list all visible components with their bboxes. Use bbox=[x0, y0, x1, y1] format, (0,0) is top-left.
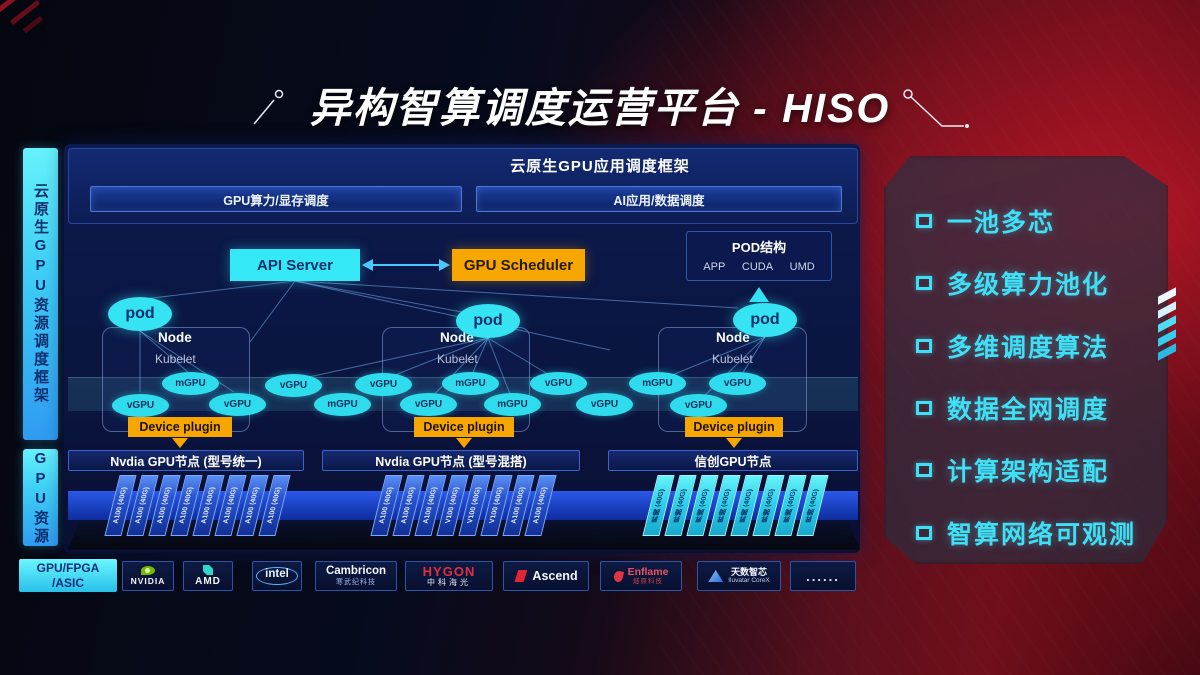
gpu-card-stack-mixed: A100 (40G) A100 (40G) A100 (40G) V100 (40G)… bbox=[370, 475, 557, 536]
vendor-intel: intel bbox=[252, 561, 302, 591]
gpu-node-header-xinchuang: 信创GPU节点 bbox=[608, 450, 858, 471]
vendor-hygon: HYGON 中科海光 bbox=[405, 561, 493, 591]
device-plugin-arrow-3 bbox=[726, 438, 742, 448]
square-bullet-icon bbox=[916, 526, 932, 540]
gpu-node-header-mixed: Nvdia GPU节点 (型号混搭) bbox=[322, 450, 580, 471]
pod-layer-umd: UMD bbox=[789, 261, 815, 273]
device-plugin-arrow-2 bbox=[456, 438, 472, 448]
gpu-slice-ellipse: mGPU bbox=[162, 372, 219, 395]
gpu-node-header-uniform: Nvdia GPU节点 (型号统一) bbox=[68, 450, 304, 471]
gpu-slice-ellipse: mGPU bbox=[484, 393, 541, 416]
pod-layer-cuda: CUDA bbox=[741, 261, 774, 273]
node-2-kubelet: Kubelet bbox=[437, 352, 478, 366]
vendor-iluvatar: 天数智芯 Iluvatar CoreX bbox=[697, 561, 781, 591]
enflame-logo bbox=[612, 569, 624, 583]
gpu-slice-ellipse: vGPU bbox=[530, 372, 587, 395]
rail-gpu-resources: GPU资源 bbox=[23, 449, 58, 546]
feature-label: 计算架构适配 bbox=[947, 458, 1110, 487]
feature-label: 多维调度算法 bbox=[947, 333, 1110, 362]
feature-item: 数据全网调度 bbox=[916, 377, 1168, 439]
feature-label: 多级算力池化 bbox=[947, 271, 1110, 300]
pod-structure-title: POD结构 bbox=[731, 240, 787, 255]
gpu-slice-ellipse: mGPU bbox=[629, 372, 686, 395]
gpu-slice-ellipse: vGPU bbox=[709, 372, 766, 395]
amd-logo bbox=[203, 565, 213, 575]
page-title: 异构智算调度运营平台 - HISO bbox=[309, 85, 891, 131]
vendor-ascend: Ascend bbox=[503, 561, 589, 591]
node-1-kubelet: Kubelet bbox=[155, 352, 196, 366]
gpu-compute-memory-scheduling-bar: GPU算力/显存调度 bbox=[90, 186, 462, 212]
feature-panel: 一池多芯 多级算力池化 多维调度算法 数据全网调度 计算架构适配 bbox=[884, 156, 1168, 564]
device-plugin-2: Device plugin bbox=[414, 417, 514, 437]
title-right-circuit-decoration bbox=[903, 89, 969, 128]
gpu-slice-ellipse: mGPU bbox=[314, 393, 371, 416]
rail-top-label: 云原生GPU资源调度框架 bbox=[32, 183, 49, 405]
gpu-slice-ellipse: vGPU bbox=[112, 394, 169, 417]
corner-decoration bbox=[0, 0, 84, 42]
vendor-amd: AMD bbox=[183, 561, 233, 591]
feature-item: 一池多芯 bbox=[916, 190, 1168, 252]
gpu-scheduler-box: GPU Scheduler bbox=[452, 249, 585, 281]
intel-logo: intel bbox=[256, 567, 298, 585]
ascend-logo bbox=[514, 570, 528, 582]
feature-item: 计算架构适配 bbox=[916, 439, 1168, 501]
feature-label: 智算网络可观测 bbox=[947, 520, 1137, 549]
feature-item: 智算网络可观测 bbox=[916, 502, 1168, 564]
vendor-label-line1: GPU/FPGA bbox=[36, 561, 100, 576]
node-1-label: Node bbox=[158, 330, 192, 345]
hazard-stripes-decoration bbox=[1158, 287, 1176, 361]
feature-item: 多级算力池化 bbox=[916, 252, 1168, 314]
gpu-slice-ellipse: vGPU bbox=[265, 374, 322, 397]
gpu-slice-ellipse: vGPU bbox=[576, 393, 633, 416]
ai-app-data-scheduling-bar: AI应用/数据调度 bbox=[476, 186, 842, 212]
square-bullet-icon bbox=[916, 276, 932, 290]
rail-cloud-native-gpu-framework: 云原生GPU资源调度框架 bbox=[23, 148, 58, 440]
title-left-circuit-decoration bbox=[253, 89, 284, 125]
pod-ellipse-1: pod bbox=[108, 297, 172, 331]
gpu-slice-ellipse: vGPU bbox=[400, 393, 457, 416]
square-bullet-icon bbox=[916, 214, 932, 228]
vendor-nvidia: NVIDIA bbox=[122, 561, 174, 591]
feature-label: 一池多芯 bbox=[947, 209, 1056, 238]
framework-header: 云原生GPU应用调度框架 bbox=[510, 158, 690, 175]
pod-ellipse-2: pod bbox=[456, 304, 520, 338]
gpu-card-stack-xinchuang: 昇腾 (40G) 昇腾 (40G) 昇腾 (40G) 昇腾 (40G) 昇腾 (40G)… bbox=[642, 475, 829, 536]
vendor-others: ...... bbox=[790, 561, 856, 591]
square-bullet-icon bbox=[916, 339, 932, 353]
vendor-label-line2: /ASIC bbox=[51, 575, 84, 590]
vendor-cambricon: Cambricon 寒武纪科技 bbox=[315, 561, 397, 591]
gpu-slice-ellipse: vGPU bbox=[355, 373, 412, 396]
rail-bottom-label: GPU资源 bbox=[32, 449, 49, 546]
pod-structure-box: POD结构 APP CUDA UMD bbox=[686, 231, 832, 281]
pod-layer-app: APP bbox=[703, 261, 726, 273]
gpu-card-stack-uniform: A100 (40G) A100 (40G) A100 (40G) A100 (40G)… bbox=[104, 475, 291, 536]
vendor-enflame: Enflame 燧原科技 bbox=[600, 561, 682, 591]
feature-label: 数据全网调度 bbox=[947, 396, 1110, 425]
device-plugin-arrow-1 bbox=[172, 438, 188, 448]
square-bullet-icon bbox=[916, 463, 932, 477]
nvidia-logo bbox=[141, 566, 155, 576]
device-plugin-1: Device plugin bbox=[128, 417, 232, 437]
pod-ellipse-3: pod bbox=[733, 303, 797, 337]
device-plugin-3: Device plugin bbox=[685, 417, 783, 437]
feature-item: 多维调度算法 bbox=[916, 315, 1168, 377]
gpu-slice-ellipse: vGPU bbox=[209, 393, 266, 416]
gpu-slice-ellipse: mGPU bbox=[442, 372, 499, 395]
gpu-slice-ellipse: vGPU bbox=[670, 394, 727, 417]
gpu-fpga-asic-label: GPU/FPGA /ASIC bbox=[19, 559, 117, 592]
iluvatar-logo bbox=[708, 570, 724, 582]
square-bullet-icon bbox=[916, 401, 932, 415]
api-server-box: API Server bbox=[230, 249, 360, 281]
node-3-kubelet: Kubelet bbox=[712, 352, 753, 366]
